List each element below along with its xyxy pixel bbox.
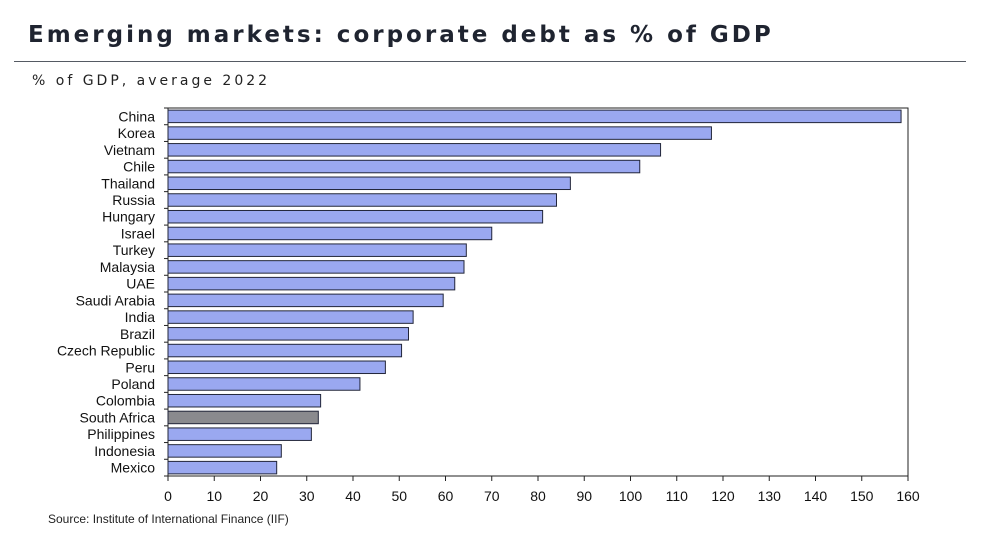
bar-israel [167, 226, 493, 241]
x-tick-label: 0 [164, 488, 172, 504]
x-tick-label: 10 [206, 488, 222, 504]
category-label: Korea [118, 125, 156, 141]
chart-title: Emerging markets: corporate debt as % of… [28, 22, 774, 48]
x-tick-label: 90 [576, 488, 592, 504]
x-tick-label: 70 [484, 488, 500, 504]
bar-turkey [167, 243, 467, 257]
category-label: Saudi Arabia [76, 292, 156, 308]
category-label: Hungary [102, 209, 155, 225]
x-tick-label: 140 [804, 488, 828, 504]
x-tick-label: 20 [253, 488, 269, 504]
bar-indonesia [167, 444, 282, 458]
category-label: Israel [121, 225, 155, 241]
category-label: South Africa [80, 409, 156, 425]
bar-chile [167, 159, 641, 174]
x-tick-label: 80 [530, 488, 546, 504]
bar-vietnam [167, 143, 662, 157]
bar-india [167, 310, 414, 324]
category-label: UAE [126, 276, 155, 292]
category-label: Russia [112, 192, 155, 208]
x-tick-label: 30 [299, 488, 315, 504]
bar-hungary [167, 209, 544, 224]
category-label: Malaysia [100, 259, 155, 275]
bar-philippines [167, 427, 312, 441]
bar-saudi-arabia [167, 293, 444, 308]
x-tick-label: 100 [619, 488, 643, 504]
category-label: Turkey [113, 242, 155, 258]
category-label: India [125, 309, 156, 325]
title-divider [14, 61, 966, 62]
category-label: Czech Republic [57, 343, 155, 359]
category-label: Colombia [96, 393, 155, 409]
bar-malaysia [167, 260, 465, 274]
category-label: Vietnam [104, 142, 155, 158]
source-note: Source: Institute of International Finan… [48, 512, 289, 526]
bar-mexico [167, 460, 278, 475]
category-label: Mexico [111, 460, 156, 476]
category-label: Chile [123, 159, 155, 175]
category-label: Brazil [120, 326, 155, 342]
bar-china [167, 109, 902, 124]
bar-poland [167, 377, 361, 391]
bar-korea [167, 126, 712, 140]
x-tick-label: 160 [896, 488, 920, 504]
x-tick-label: 40 [345, 488, 361, 504]
x-tick-label: 130 [758, 488, 782, 504]
chart-subtitle: % of GDP, average 2022 [32, 73, 271, 89]
bar-peru [167, 360, 386, 375]
x-tick-label: 120 [711, 488, 735, 504]
category-label: Peru [125, 359, 155, 375]
category-label: Indonesia [94, 443, 155, 459]
x-tick-label: 110 [666, 488, 689, 504]
bar-russia [167, 193, 557, 207]
bar-brazil [167, 327, 409, 341]
x-tick-label: 60 [438, 488, 454, 504]
x-tick-label: 150 [850, 488, 874, 504]
bar-south-africa [167, 410, 319, 425]
category-label: China [118, 108, 155, 124]
x-tick-label: 50 [391, 488, 407, 504]
bar-colombia [167, 393, 322, 408]
category-label: Poland [111, 376, 155, 392]
category-label: Philippines [87, 426, 155, 442]
bar-czech-republic [167, 343, 403, 358]
bar-uae [167, 276, 456, 291]
bar-thailand [167, 176, 571, 191]
category-label: Thailand [101, 175, 155, 191]
